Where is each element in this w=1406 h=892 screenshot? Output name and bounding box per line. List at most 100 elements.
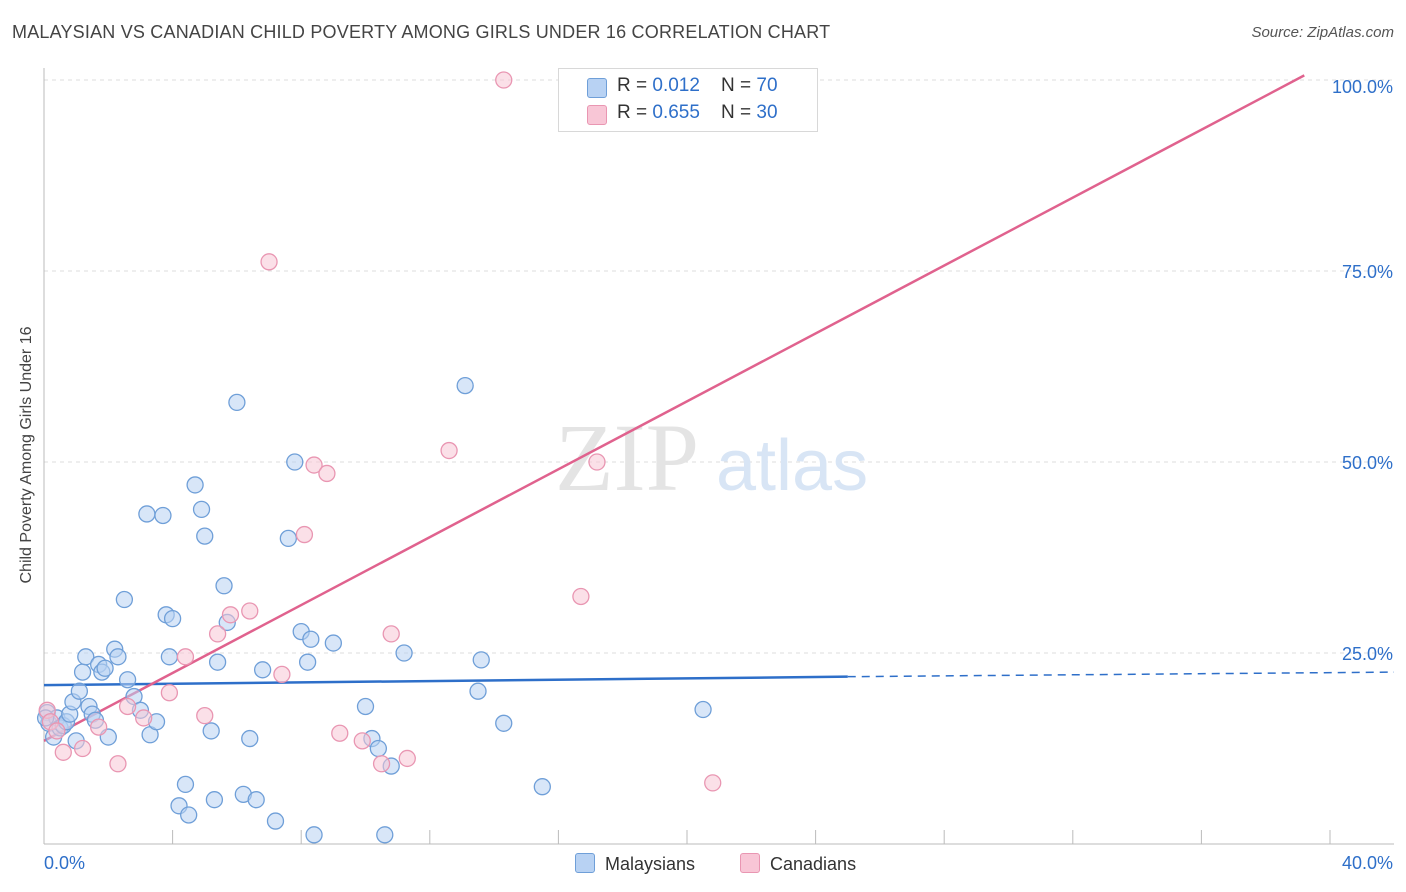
canadians-points (38, 71, 722, 792)
malaysians-point (138, 505, 156, 523)
canadians-point (318, 464, 336, 483)
y-tick-label-25: 25.0% (1342, 644, 1393, 664)
bottom-legend-malaysians: Malaysians (575, 853, 695, 875)
canadians-point (295, 525, 314, 544)
bottom-legend-canadians: Canadians (740, 853, 856, 875)
malaysians-point (456, 376, 474, 395)
malaysians-point (180, 806, 198, 824)
malaysians-point (163, 609, 182, 628)
malaysians-point (298, 653, 317, 671)
malaysians-point (266, 812, 285, 830)
malaysians-point (154, 506, 172, 525)
tick-labels: 25.0% 50.0% 75.0% 100.0% 0.0% 40.0% (44, 77, 1393, 873)
canadians-point (118, 697, 137, 716)
y-axis-label: Child Poverty Among Girls Under 16 (18, 326, 35, 584)
canadians-point (241, 602, 259, 620)
canadians-point (440, 441, 458, 460)
correlation-legend: R = 0.012 N = 70 R = 0.655 N = 30 (558, 68, 818, 132)
legend-n-value-canadians: 30 (756, 102, 778, 123)
canadians-point (331, 724, 349, 742)
malaysians-point (472, 651, 490, 669)
canadians-point (372, 755, 391, 773)
bottom-legend-swatch-malaysians (575, 853, 595, 873)
canadians-point (382, 625, 400, 643)
canadians-point (572, 587, 590, 606)
legend-r-label: R = (617, 102, 653, 123)
bottom-legend-label-canadians: Canadians (770, 854, 857, 874)
canadians-point (260, 253, 278, 271)
y-tick-label-50: 50.0% (1342, 453, 1393, 473)
malaysians-point (302, 630, 320, 648)
malaysians-point (247, 791, 265, 809)
x-tick-label-max: 40.0% (1342, 853, 1393, 873)
malaysians-point (533, 778, 551, 796)
canadians-point (73, 739, 92, 758)
watermark-zip: ZIP (555, 404, 699, 511)
canadians-point (353, 732, 371, 750)
canadians-point (54, 743, 72, 761)
malaysians-point (208, 653, 227, 671)
malaysians-point (253, 661, 272, 679)
legend-r-label: R = (617, 75, 653, 96)
malaysians-point (469, 682, 487, 700)
canadians-point (588, 453, 606, 471)
trend-line-malaysians-extension (847, 671, 1395, 678)
legend-n-value-malaysians: 70 (756, 75, 778, 96)
malaysians-point (228, 393, 246, 412)
malaysians-point (73, 663, 92, 681)
canadians-point (160, 684, 179, 702)
trend-line-malaysians (43, 675, 848, 687)
malaysians-point (241, 729, 259, 748)
y-tick-label-75: 75.0% (1342, 262, 1393, 282)
malaysians-point (205, 791, 224, 809)
malaysians-point (186, 476, 204, 494)
canadians-point (704, 774, 722, 792)
malaysians-point (356, 697, 375, 716)
trend-line-canadians (43, 74, 1305, 742)
malaysians-point (369, 739, 388, 758)
malaysians-point (77, 648, 95, 666)
canadians-point (196, 706, 214, 725)
malaysians-point (118, 671, 137, 689)
malaysians-point (495, 714, 513, 732)
malaysians-point (196, 527, 214, 545)
canadians-point (90, 718, 108, 736)
malaysians-point (286, 453, 304, 471)
malaysians-point (70, 682, 89, 700)
canadians-point (208, 625, 227, 643)
malaysians-point (160, 648, 179, 666)
malaysians-point (176, 775, 195, 794)
legend-swatch-malaysians (587, 78, 607, 98)
y-tick-label-100: 100.0% (1332, 77, 1393, 97)
legend-r-value-malaysians: 0.012 (652, 75, 700, 96)
malaysians-point (202, 722, 220, 740)
watermark-atlas: atlas (716, 426, 868, 506)
bottom-legend-label-malaysians: Malaysians (605, 854, 696, 874)
canadians-point (495, 71, 513, 89)
legend-r-value-canadians: 0.655 (652, 102, 700, 123)
malaysians-point (324, 634, 343, 652)
malaysians-point (96, 659, 114, 677)
chart-title: MALAYSIAN VS CANADIAN CHILD POVERTY AMON… (12, 22, 831, 42)
canadians-point (273, 665, 291, 684)
canadians-point (48, 722, 66, 740)
legend-n-label: N = (721, 75, 757, 96)
trend-lines (43, 74, 1395, 742)
x-tick-label-min: 0.0% (44, 853, 85, 873)
malaysians-point (305, 826, 323, 844)
malaysians-point (215, 577, 233, 595)
legend-swatch-canadians (587, 105, 607, 125)
malaysians-point (279, 529, 297, 548)
canadians-point (221, 606, 240, 624)
canadians-point (135, 709, 153, 727)
chart-source: Source: ZipAtlas.com (1251, 24, 1394, 41)
malaysians-point (395, 644, 413, 662)
canadians-point (176, 648, 195, 666)
grid-lines (44, 79, 1394, 654)
malaysians-point (192, 500, 211, 519)
malaysians-point (694, 700, 712, 719)
canadians-point (398, 749, 416, 768)
canadians-point (305, 456, 323, 474)
malaysians-point (376, 826, 394, 844)
